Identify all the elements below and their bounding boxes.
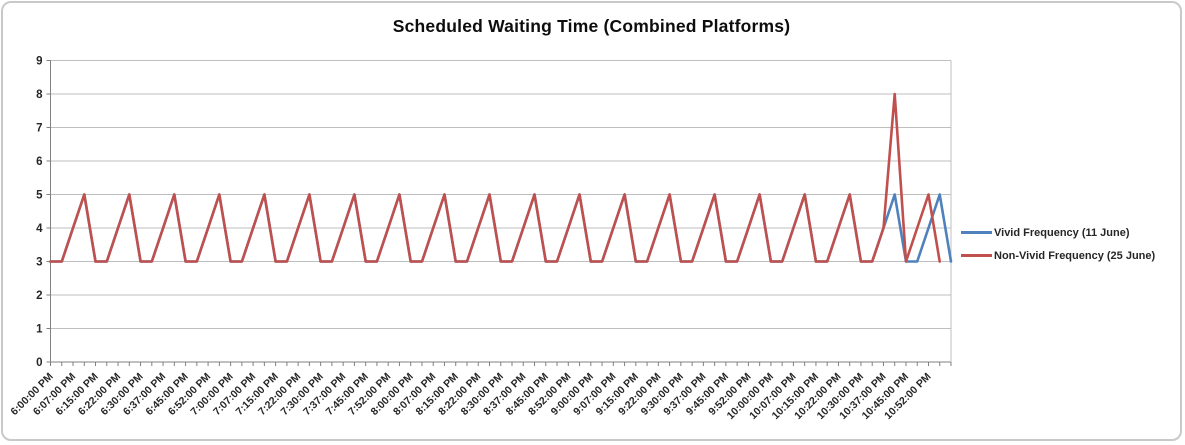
y-axis-label: 0 [36, 357, 42, 369]
nonvivid-series-swatch-icon [961, 254, 992, 257]
chart-title: Scheduled Waiting Time (Combined Platfor… [392, 16, 791, 36]
y-axis-label: 4 [36, 223, 43, 235]
legend: Vivid Frequency (11 June) Non-Vivid Freq… [961, 224, 1155, 270]
legend-label-nonvivid: Non-Vivid Frequency (25 June) [994, 249, 1156, 262]
y-axis-label: 7 [36, 123, 42, 135]
y-axis-label: 8 [36, 89, 43, 101]
vivid-series-swatch-icon [961, 231, 992, 234]
y-axis-label: 1 [36, 324, 43, 336]
legend-label-vivid: Vivid Frequency (11 June) [994, 226, 1130, 239]
non-vivid-frequency-line [49, 92, 942, 263]
y-axis-label: 5 [36, 190, 43, 202]
y-axis-label: 3 [36, 257, 42, 269]
y-axis-label: 9 [36, 56, 42, 68]
y-axis-label: 2 [36, 290, 42, 302]
legend-item-nonvivid: Non-Vivid Frequency (25 June) [961, 247, 1155, 264]
y-axis-label: 6 [36, 156, 42, 168]
legend-item-vivid: Vivid Frequency (11 June) [961, 224, 1155, 241]
